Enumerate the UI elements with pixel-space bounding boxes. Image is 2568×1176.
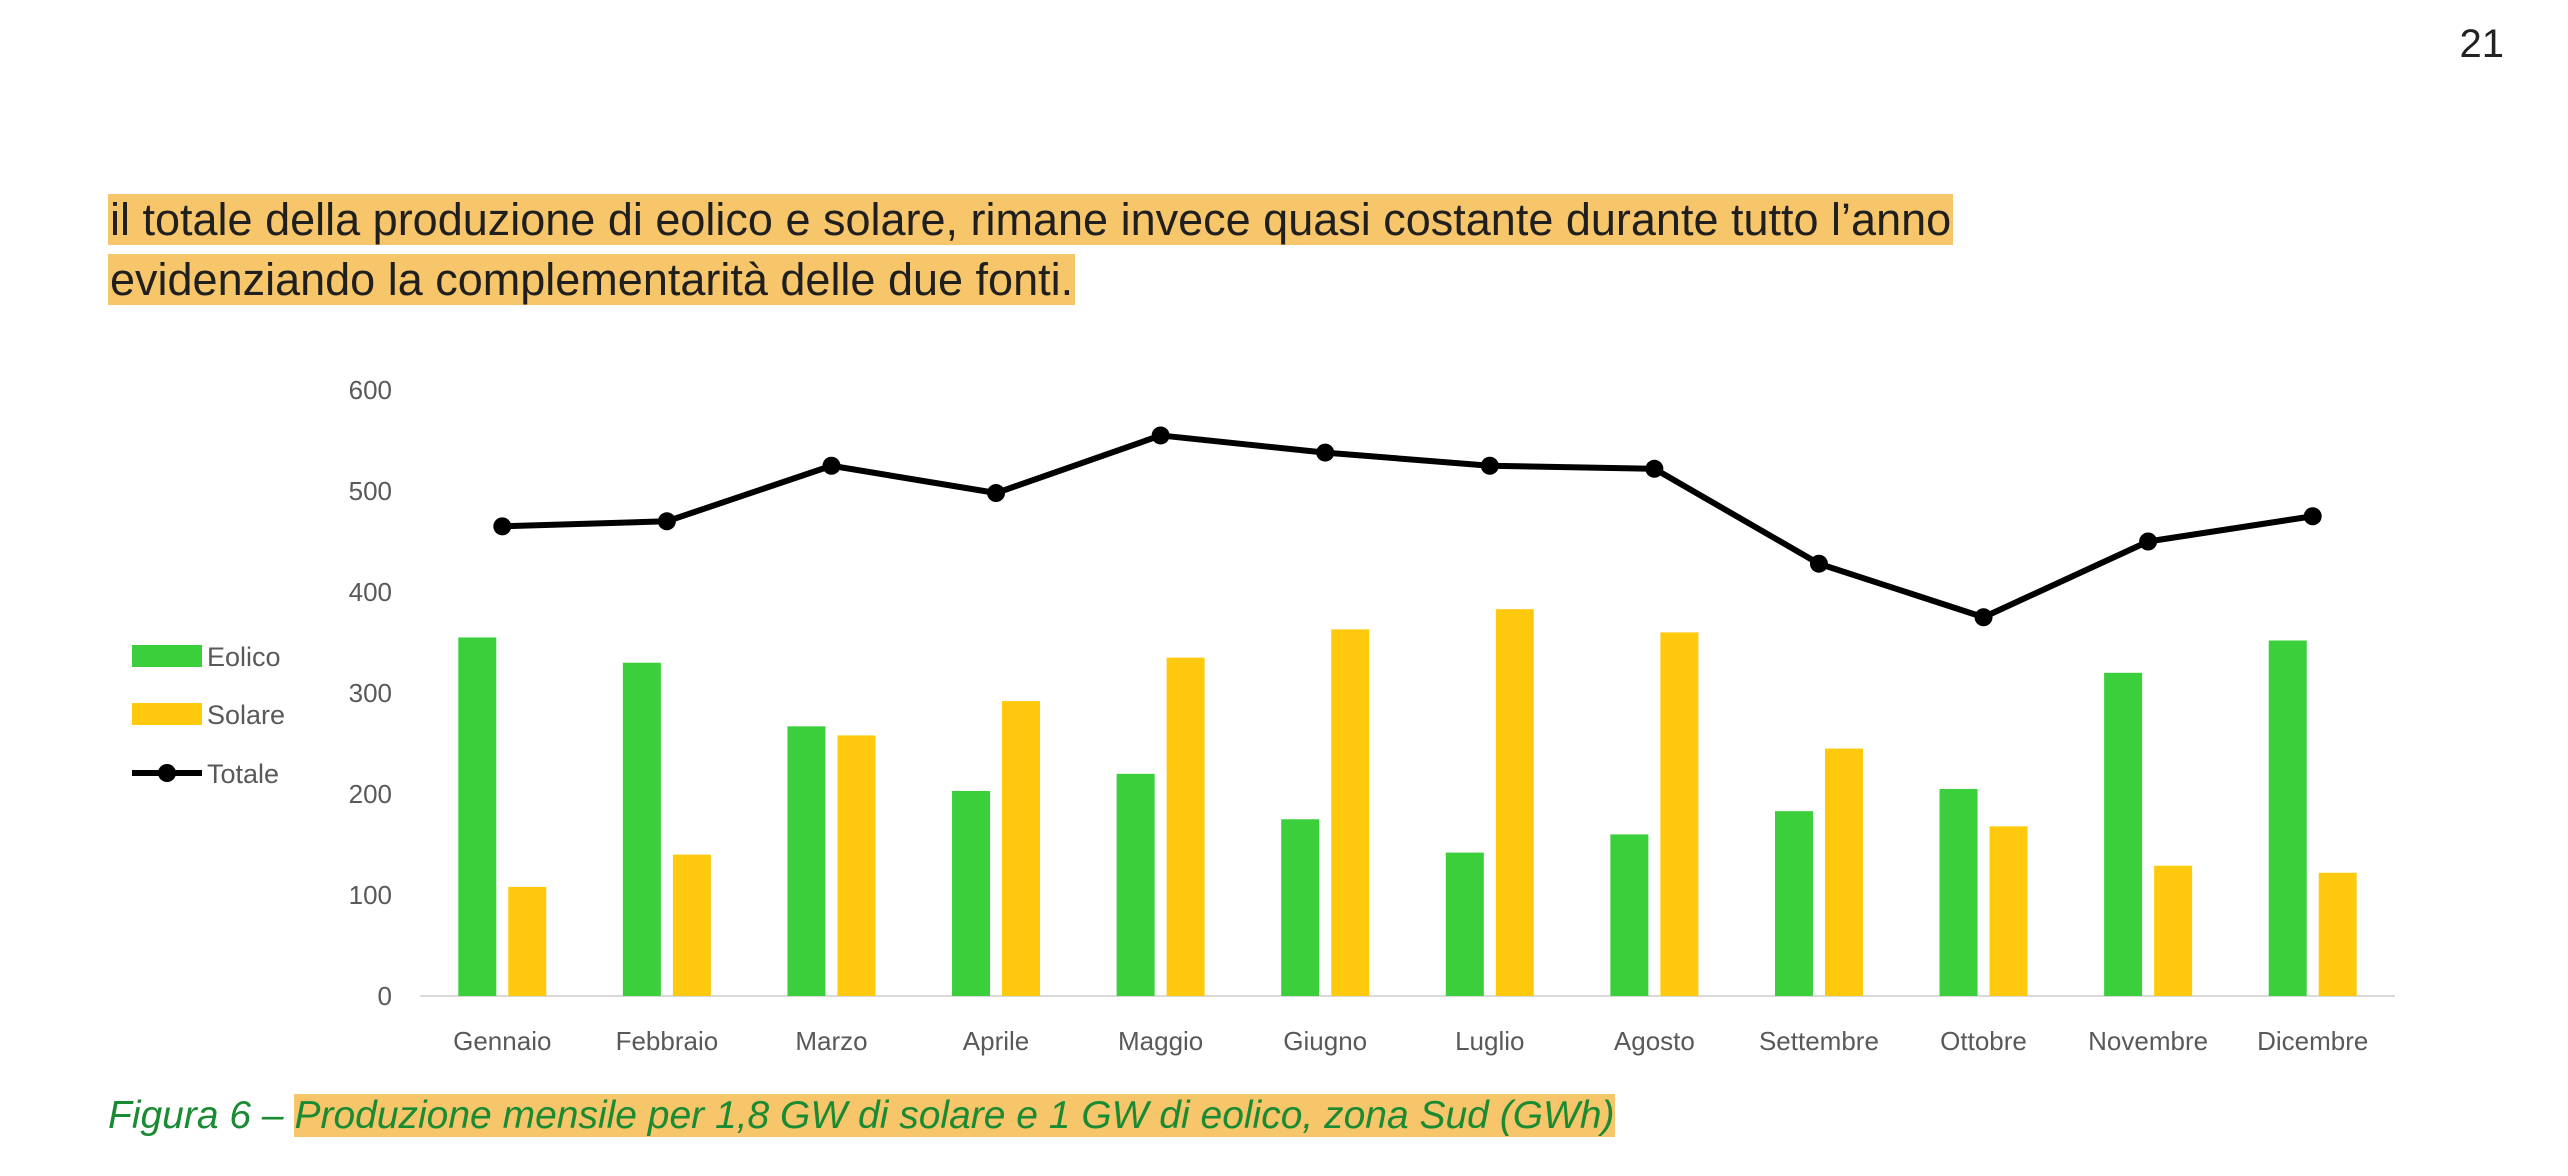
point-totale-novembre xyxy=(2139,532,2158,551)
y-tick-label: 200 xyxy=(349,779,392,809)
bars-solare xyxy=(508,609,2357,996)
legend-item-eolico: Eolico xyxy=(132,642,281,672)
series-line-totale xyxy=(502,432,2314,621)
y-axis-ticks: 0 100 200 300 400 500 600 xyxy=(349,375,392,1011)
bar-solare-aprile xyxy=(1002,701,1041,996)
x-tick-label-settembre: Settembre xyxy=(1759,1026,1879,1056)
point-totale-maggio xyxy=(1151,426,1170,445)
legend-marker-totale xyxy=(158,764,176,782)
point-totale-aprile xyxy=(987,484,1006,503)
point-totale-ottobre xyxy=(1974,608,1993,627)
y-tick-label: 400 xyxy=(349,577,392,607)
y-tick-label: 100 xyxy=(349,880,392,910)
point-totale-agosto xyxy=(1645,459,1664,478)
legend-swatch-eolico xyxy=(132,645,202,667)
bar-eolico-giugno xyxy=(1281,819,1320,996)
point-totale-febbraio xyxy=(657,512,676,531)
x-axis-labels: Gennaio Febbraio Marzo Aprile Maggio Giugno Lu… xyxy=(453,1026,2368,1056)
paragraph-line-2: evidenziando la complementarità delle du… xyxy=(108,254,1076,305)
bar-solare-settembre xyxy=(1824,748,1863,996)
bar-solare-marzo xyxy=(837,735,876,996)
bar-eolico-maggio xyxy=(1116,773,1155,996)
bar-solare-maggio xyxy=(1166,657,1205,996)
bar-eolico-aprile xyxy=(952,790,991,996)
bar-eolico-febbraio xyxy=(622,662,661,996)
point-totale-luglio xyxy=(1480,456,1499,475)
y-tick-label: 600 xyxy=(349,375,392,405)
body-paragraph: il totale della produzione di eolico e s… xyxy=(108,190,2458,310)
bar-eolico-luglio xyxy=(1445,852,1484,996)
bar-eolico-settembre xyxy=(1774,811,1813,996)
bar-solare-gennaio xyxy=(508,886,547,996)
x-tick-label-gennaio: Gennaio xyxy=(453,1026,551,1056)
bar-solare-ottobre xyxy=(1989,826,2028,996)
bar-eolico-gennaio xyxy=(458,637,497,996)
x-tick-label-febbraio: Febbraio xyxy=(616,1026,719,1056)
legend-item-solare: Solare xyxy=(132,700,285,730)
bar-solare-giugno xyxy=(1331,629,1370,996)
x-tick-label-aprile: Aprile xyxy=(963,1026,1029,1056)
x-tick-label-marzo: Marzo xyxy=(795,1026,867,1056)
paragraph-line-1: il totale della produzione di eolico e s… xyxy=(108,194,1954,245)
bar-solare-luglio xyxy=(1495,609,1534,996)
bar-eolico-dicembre xyxy=(2268,640,2307,996)
y-tick-label: 0 xyxy=(378,981,392,1011)
bar-eolico-marzo xyxy=(787,726,826,996)
bar-solare-dicembre xyxy=(2318,872,2357,996)
legend-label-solare: Solare xyxy=(207,700,285,730)
bar-eolico-ottobre xyxy=(1939,788,1978,996)
x-tick-label-luglio: Luglio xyxy=(1455,1026,1524,1056)
page-number: 21 xyxy=(2459,22,2505,66)
line-totale xyxy=(493,426,2322,627)
point-totale-gennaio xyxy=(493,517,512,536)
point-totale-marzo xyxy=(822,456,841,475)
x-tick-label-agosto: Agosto xyxy=(1614,1026,1695,1056)
bar-eolico-novembre xyxy=(2104,672,2143,996)
point-totale-giugno xyxy=(1316,443,1335,462)
legend: Eolico Solare Totale xyxy=(132,642,285,789)
x-tick-label-ottobre: Ottobre xyxy=(1940,1026,2027,1056)
legend-label-totale: Totale xyxy=(207,759,279,789)
legend-swatch-solare xyxy=(132,703,202,725)
figure-caption: Figura 6 – Produzione mensile per 1,8 GW… xyxy=(108,1094,1615,1138)
y-tick-label: 300 xyxy=(349,678,392,708)
bar-solare-novembre xyxy=(2154,865,2193,996)
bar-solare-agosto xyxy=(1660,632,1699,996)
bars-eolico xyxy=(458,637,2307,996)
point-totale-dicembre xyxy=(2303,507,2322,526)
x-tick-label-dicembre: Dicembre xyxy=(2257,1026,2368,1056)
bar-eolico-agosto xyxy=(1610,834,1649,996)
legend-item-totale: Totale xyxy=(132,759,279,789)
y-tick-label: 500 xyxy=(349,476,392,506)
point-totale-settembre xyxy=(1809,554,1828,573)
caption-text: Produzione mensile per 1,8 GW di solare … xyxy=(294,1094,1615,1137)
x-tick-label-giugno: Giugno xyxy=(1283,1026,1367,1056)
x-tick-label-maggio: Maggio xyxy=(1118,1026,1203,1056)
caption-prefix: Figura 6 – xyxy=(108,1094,295,1137)
legend-label-eolico: Eolico xyxy=(207,642,281,672)
bar-solare-febbraio xyxy=(672,854,711,996)
x-tick-label-novembre: Novembre xyxy=(2088,1026,2208,1056)
